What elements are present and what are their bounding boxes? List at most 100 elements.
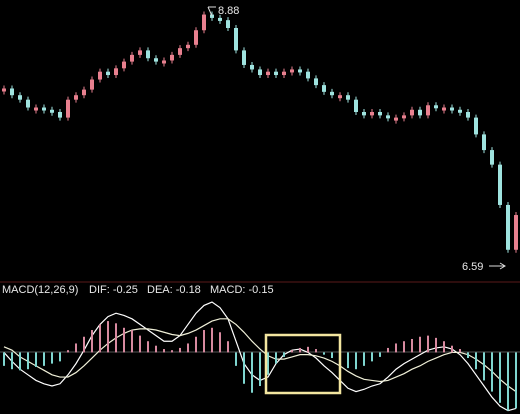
macd-bar xyxy=(483,352,485,381)
candle xyxy=(90,79,94,90)
candle xyxy=(98,71,102,80)
candle xyxy=(210,14,214,18)
candle xyxy=(186,44,190,49)
macd-bar xyxy=(291,350,293,353)
macd-bar xyxy=(299,347,301,353)
macd-bar xyxy=(371,352,373,362)
macd-bar xyxy=(347,352,349,369)
candle xyxy=(410,109,414,116)
candle xyxy=(434,105,438,109)
candle xyxy=(482,134,486,151)
macd-bar xyxy=(307,346,309,353)
macd-bar xyxy=(115,323,117,353)
candle xyxy=(74,95,78,100)
macd-bar xyxy=(139,335,141,353)
macd-bar xyxy=(467,352,469,359)
macd-bar xyxy=(91,330,93,353)
macd-bar xyxy=(219,332,221,353)
candle xyxy=(250,64,254,70)
macd-bar xyxy=(203,330,205,353)
macd-bar xyxy=(459,349,461,353)
macd-bar xyxy=(99,324,101,353)
legend-entry: DIF: -0.25 xyxy=(89,284,138,296)
candle xyxy=(258,69,262,76)
candle xyxy=(514,215,518,250)
macd-bar xyxy=(267,352,269,375)
candle xyxy=(466,112,470,118)
candle xyxy=(34,107,38,111)
macd-bar xyxy=(19,352,21,371)
candle xyxy=(114,68,118,76)
candle xyxy=(42,107,46,111)
macd-bar xyxy=(227,341,229,353)
macd-bar xyxy=(363,352,365,366)
macd-bar xyxy=(243,352,245,384)
candle xyxy=(194,30,198,45)
candle xyxy=(290,69,294,73)
price-pane xyxy=(2,11,518,253)
candle xyxy=(346,95,350,100)
candle xyxy=(370,112,374,116)
candle xyxy=(178,48,182,55)
candle xyxy=(506,204,510,250)
macd-bar xyxy=(11,352,13,370)
candle xyxy=(354,99,358,112)
candle xyxy=(122,61,126,69)
candle xyxy=(18,95,22,100)
macd-bar xyxy=(507,352,509,411)
macd-bar xyxy=(443,341,445,353)
macd-bar xyxy=(155,345,157,353)
candle xyxy=(474,117,478,135)
candle xyxy=(314,78,318,86)
candle xyxy=(458,109,462,113)
candle xyxy=(162,60,166,64)
candle xyxy=(426,105,430,116)
candle xyxy=(10,88,14,96)
candle xyxy=(402,115,406,119)
legend-entry: DEA: -0.18 xyxy=(147,284,201,296)
candle xyxy=(226,20,230,28)
macd-bar xyxy=(251,352,253,393)
legend-entry: MACD: -0.15 xyxy=(210,284,274,296)
candle xyxy=(154,58,158,62)
candle xyxy=(2,88,6,92)
macd-bar xyxy=(3,352,5,366)
indicator-line xyxy=(3,318,517,393)
macd-bar xyxy=(283,352,285,357)
candle xyxy=(322,85,326,92)
macd-bar xyxy=(75,343,77,353)
macd-bar xyxy=(491,352,493,392)
candle xyxy=(170,54,174,61)
macd-bar xyxy=(163,349,165,353)
candle xyxy=(490,150,494,165)
candle xyxy=(394,117,398,121)
candle xyxy=(82,89,86,96)
macd-bar xyxy=(379,352,381,357)
macd-bar xyxy=(51,352,53,364)
candle xyxy=(362,112,366,116)
macd-bar xyxy=(235,352,237,366)
macd-bar xyxy=(427,335,429,353)
candle xyxy=(386,115,390,119)
candle xyxy=(274,71,278,76)
candle xyxy=(498,164,502,205)
candle xyxy=(282,71,286,76)
candle xyxy=(146,50,150,59)
candle xyxy=(106,71,110,76)
macd-bar xyxy=(387,347,389,353)
macd-bar xyxy=(67,350,69,353)
candle xyxy=(218,17,222,21)
macd-bar xyxy=(411,338,413,353)
macd-bar xyxy=(83,336,85,353)
macd-bar xyxy=(451,345,453,353)
macd-bar xyxy=(395,343,397,353)
macd-bar xyxy=(275,352,277,364)
macd-bar xyxy=(331,352,333,359)
candle xyxy=(26,99,30,108)
candle xyxy=(234,28,238,51)
candle xyxy=(66,99,70,118)
candle xyxy=(330,91,334,96)
macd-bar xyxy=(499,352,501,403)
highlight-box xyxy=(264,333,342,395)
candle xyxy=(442,107,446,111)
